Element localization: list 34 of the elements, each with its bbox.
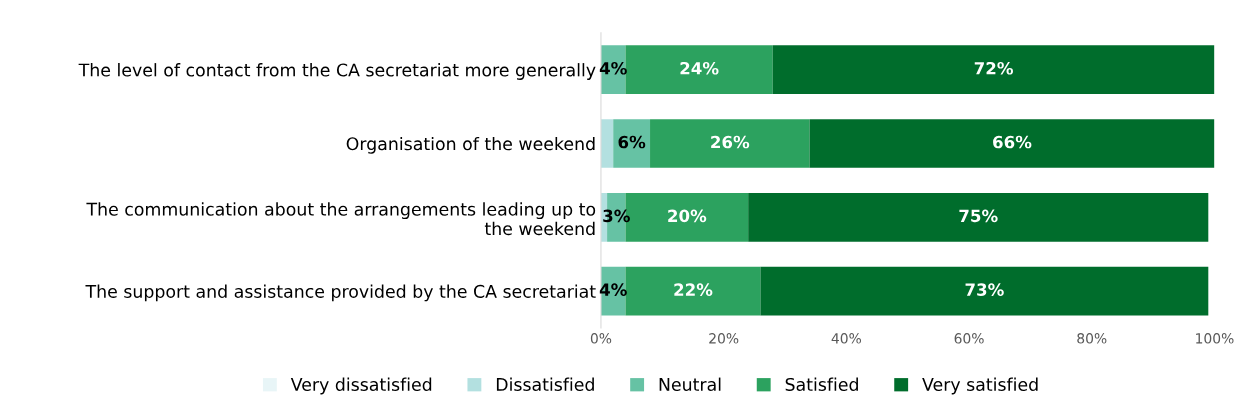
bar (600, 119, 614, 168)
bar (748, 192, 1209, 242)
bar (613, 119, 651, 168)
y-tick-label: The level of contact from the CA secretariat more generally (78, 63, 596, 80)
legend-label: Satisfied (785, 377, 858, 392)
legend-label: Very satisfied (922, 377, 1038, 395)
data-label: 66% (993, 135, 1032, 149)
y-tick-label: Organisation of the weekend (346, 136, 595, 154)
y-tick-label: The support and assistance provided by the CA secretariat (85, 284, 596, 302)
legend-label: Very dissatisfied (290, 377, 432, 395)
x-tick-label: 80% (1077, 333, 1107, 344)
data-label: 24% (680, 61, 719, 75)
data-label: 26% (711, 135, 750, 149)
data-label: 3% (603, 209, 630, 223)
bar (625, 266, 761, 316)
x-tick-label: 60% (954, 333, 984, 344)
data-label: 20% (668, 209, 707, 223)
data-label: 73% (965, 283, 1004, 296)
bar (809, 119, 1215, 168)
x-tick-label: 0% (590, 333, 612, 344)
x-tick-label: 40% (831, 333, 862, 344)
bar (772, 45, 1215, 95)
x-tick-label: 20% (709, 333, 739, 344)
legend-label: Dissatisfied (496, 377, 594, 392)
bar (625, 45, 773, 95)
data-label: 72% (974, 61, 1013, 75)
data-label: 22% (674, 283, 713, 296)
x-tick-label: 100% (1196, 333, 1234, 344)
data-label: 6% (618, 135, 646, 149)
bar (760, 266, 1209, 316)
legend-label: Neutral (659, 377, 721, 392)
data-label: 75% (959, 209, 998, 223)
y-tick-label: The communication about the arrangements leading up to the weekend (86, 202, 596, 236)
bar (650, 119, 810, 168)
